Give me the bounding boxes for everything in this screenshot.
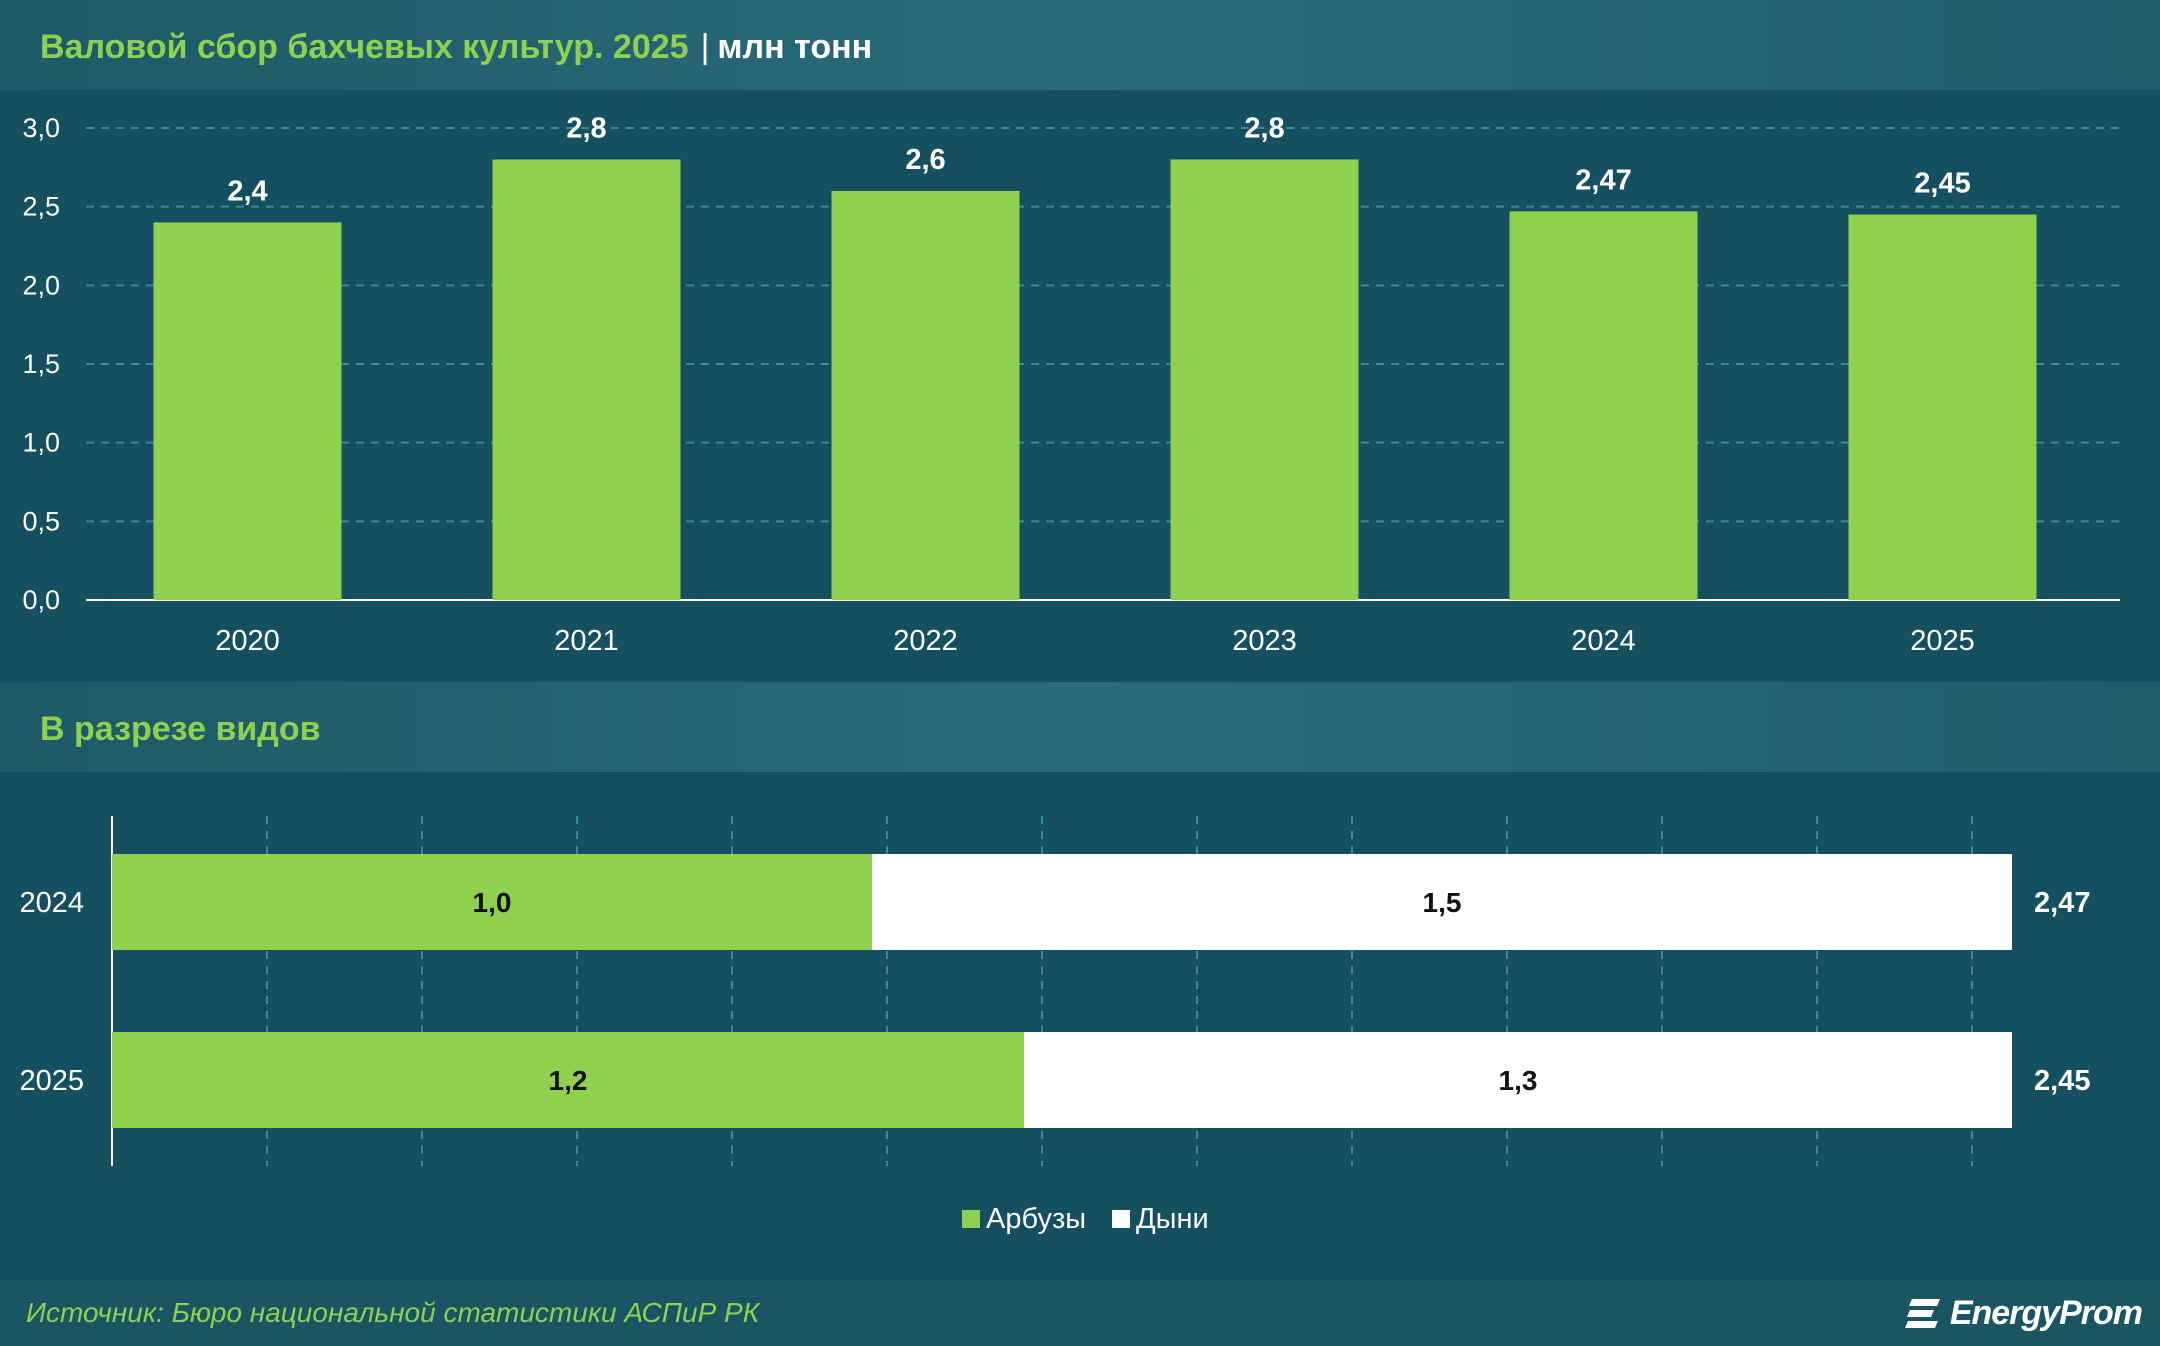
segment-melon-2024 (872, 854, 2012, 950)
legend-swatch-watermelon (962, 1210, 980, 1228)
x-tick-label: 2020 (215, 625, 280, 657)
chart-unit: млн тонн (717, 28, 873, 66)
annual-bar-chart: 0,0 0,5 1,0 1,5 2,0 2,5 3,0 2,4 2020 2,8 2021 2,6 20… (22, 112, 2120, 657)
x-tick-label: 2025 (1910, 625, 1975, 657)
x-tick-label: 2021 (554, 625, 619, 657)
y-tick-label: 2,5 (22, 192, 60, 222)
y-tick-label: 2,0 (22, 270, 60, 300)
bar-value-label: 2,47 (1575, 164, 1631, 196)
y-tick-label: 0,5 (22, 506, 60, 536)
footer: Источник: Бюро национальной статистики А… (0, 1280, 2160, 1346)
segment-value-label: 1,3 (1499, 1065, 1538, 1096)
bar-2024 (1509, 211, 1698, 600)
total-value-label: 2,47 (2034, 887, 2090, 919)
x-tick-label: 2022 (893, 625, 958, 657)
chart-title-text: Валовой сбор бахчевых культур. 2025 (40, 28, 689, 66)
segment-value-label: 1,0 (473, 887, 512, 918)
segment-melon-2025 (1024, 1032, 2012, 1128)
species-stacked-chart: 1,0 1,5 2024 2,47 1,2 1,3 2025 2,45 Арбузы Дыни (19, 816, 2090, 1235)
total-value-label: 2,45 (2034, 1065, 2090, 1097)
segment-watermelon-2024 (112, 854, 872, 950)
source-note: Источник: Бюро национальной статистики А… (26, 1297, 760, 1328)
y-tick-label: 3,0 (22, 113, 60, 143)
segment-value-label: 1,5 (1423, 887, 1462, 918)
legend-label: Арбузы (986, 1203, 1086, 1235)
legend-swatch-melon (1112, 1210, 1130, 1228)
logo-text: EnergyProm (1949, 1294, 2143, 1332)
y-category-label: 2024 (19, 887, 84, 919)
chart-header: Валовой сбор бахчевых культур. 2025 | млн … (0, 0, 2160, 90)
y-category-label: 2025 (19, 1065, 84, 1097)
legend-label: Дыни (1136, 1203, 1209, 1235)
bar-value-label: 2,8 (1244, 112, 1284, 144)
bar-2025 (1848, 214, 2037, 600)
y-tick-label: 0,0 (22, 585, 60, 615)
y-tick-label: 1,5 (22, 349, 60, 379)
bar-2023 (1170, 159, 1359, 600)
section-title: В разрезе видов (40, 710, 321, 748)
bar-2021 (492, 159, 681, 600)
bar-2022 (831, 190, 1020, 600)
segment-value-label: 1,2 (549, 1065, 588, 1096)
title-separator: | (700, 28, 710, 66)
bar-value-label: 2,8 (566, 112, 606, 144)
brand-logo: EnergyProm (1904, 1280, 2143, 1346)
bar-value-label: 2,6 (905, 144, 945, 176)
chart-title: Валовой сбор бахчевых культур. 2025 | млн … (40, 0, 872, 90)
x-tick-label: 2023 (1232, 625, 1297, 657)
y-tick-label: 1,0 (22, 428, 60, 458)
x-tick-label: 2024 (1571, 625, 1636, 657)
section-header: В разрезе видов (0, 682, 2160, 772)
bar-value-label: 2,4 (227, 175, 267, 207)
energyprom-logo-icon (1904, 1299, 1940, 1328)
segment-watermelon-2025 (112, 1032, 1024, 1128)
bar-value-label: 2,45 (1914, 168, 1970, 200)
bar-2020 (153, 222, 342, 600)
